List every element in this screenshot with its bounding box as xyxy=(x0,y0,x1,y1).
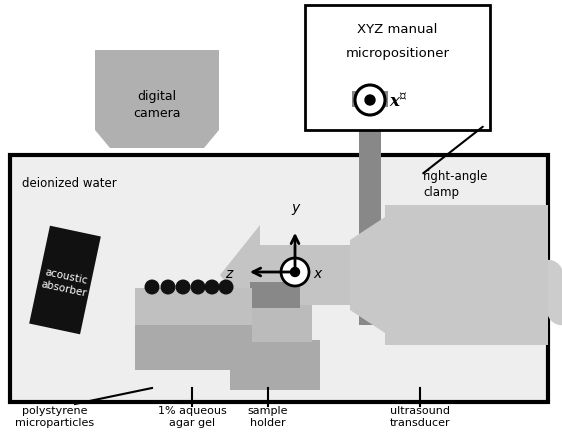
Text: transducer: transducer xyxy=(389,418,450,428)
Bar xyxy=(29,226,101,334)
Bar xyxy=(230,340,320,390)
Bar xyxy=(0,0,562,155)
Circle shape xyxy=(191,279,206,295)
Circle shape xyxy=(161,279,175,295)
Circle shape xyxy=(205,279,220,295)
Text: 1% aqueous: 1% aqueous xyxy=(157,406,226,416)
Bar xyxy=(352,91,388,107)
Bar xyxy=(10,155,548,402)
Text: holder: holder xyxy=(250,418,286,428)
Text: $z$: $z$ xyxy=(225,267,235,281)
Bar xyxy=(135,325,252,370)
Text: agar gel: agar gel xyxy=(169,418,215,428)
Bar xyxy=(135,288,252,370)
Text: acoustic
absorber: acoustic absorber xyxy=(40,267,90,299)
Bar xyxy=(250,282,300,308)
Text: polystyrene: polystyrene xyxy=(22,406,88,416)
Circle shape xyxy=(355,85,385,115)
Text: micropositioner: micropositioner xyxy=(346,47,450,60)
Circle shape xyxy=(175,279,191,295)
Text: digital
camera: digital camera xyxy=(133,90,181,120)
Text: ultrasound: ultrasound xyxy=(390,406,450,416)
Polygon shape xyxy=(95,50,219,148)
Bar xyxy=(385,205,548,345)
Text: deionized water: deionized water xyxy=(22,177,117,190)
Text: $y$: $y$ xyxy=(291,202,301,217)
Bar xyxy=(359,95,381,325)
Bar xyxy=(305,5,490,130)
Polygon shape xyxy=(220,225,350,325)
Text: $x$: $x$ xyxy=(313,267,324,281)
Circle shape xyxy=(365,95,375,105)
Circle shape xyxy=(219,279,233,295)
Circle shape xyxy=(281,258,309,286)
Text: microparticles: microparticles xyxy=(15,418,94,428)
Polygon shape xyxy=(350,217,385,333)
Text: right-angle
clamp: right-angle clamp xyxy=(423,170,488,199)
Text: sample: sample xyxy=(248,406,288,416)
Bar xyxy=(238,305,312,342)
Text: XYZ manual: XYZ manual xyxy=(357,23,438,36)
Text: $\bfit{x}'$: $\bfit{x}'$ xyxy=(389,93,407,111)
Circle shape xyxy=(144,279,160,295)
Circle shape xyxy=(291,267,300,276)
